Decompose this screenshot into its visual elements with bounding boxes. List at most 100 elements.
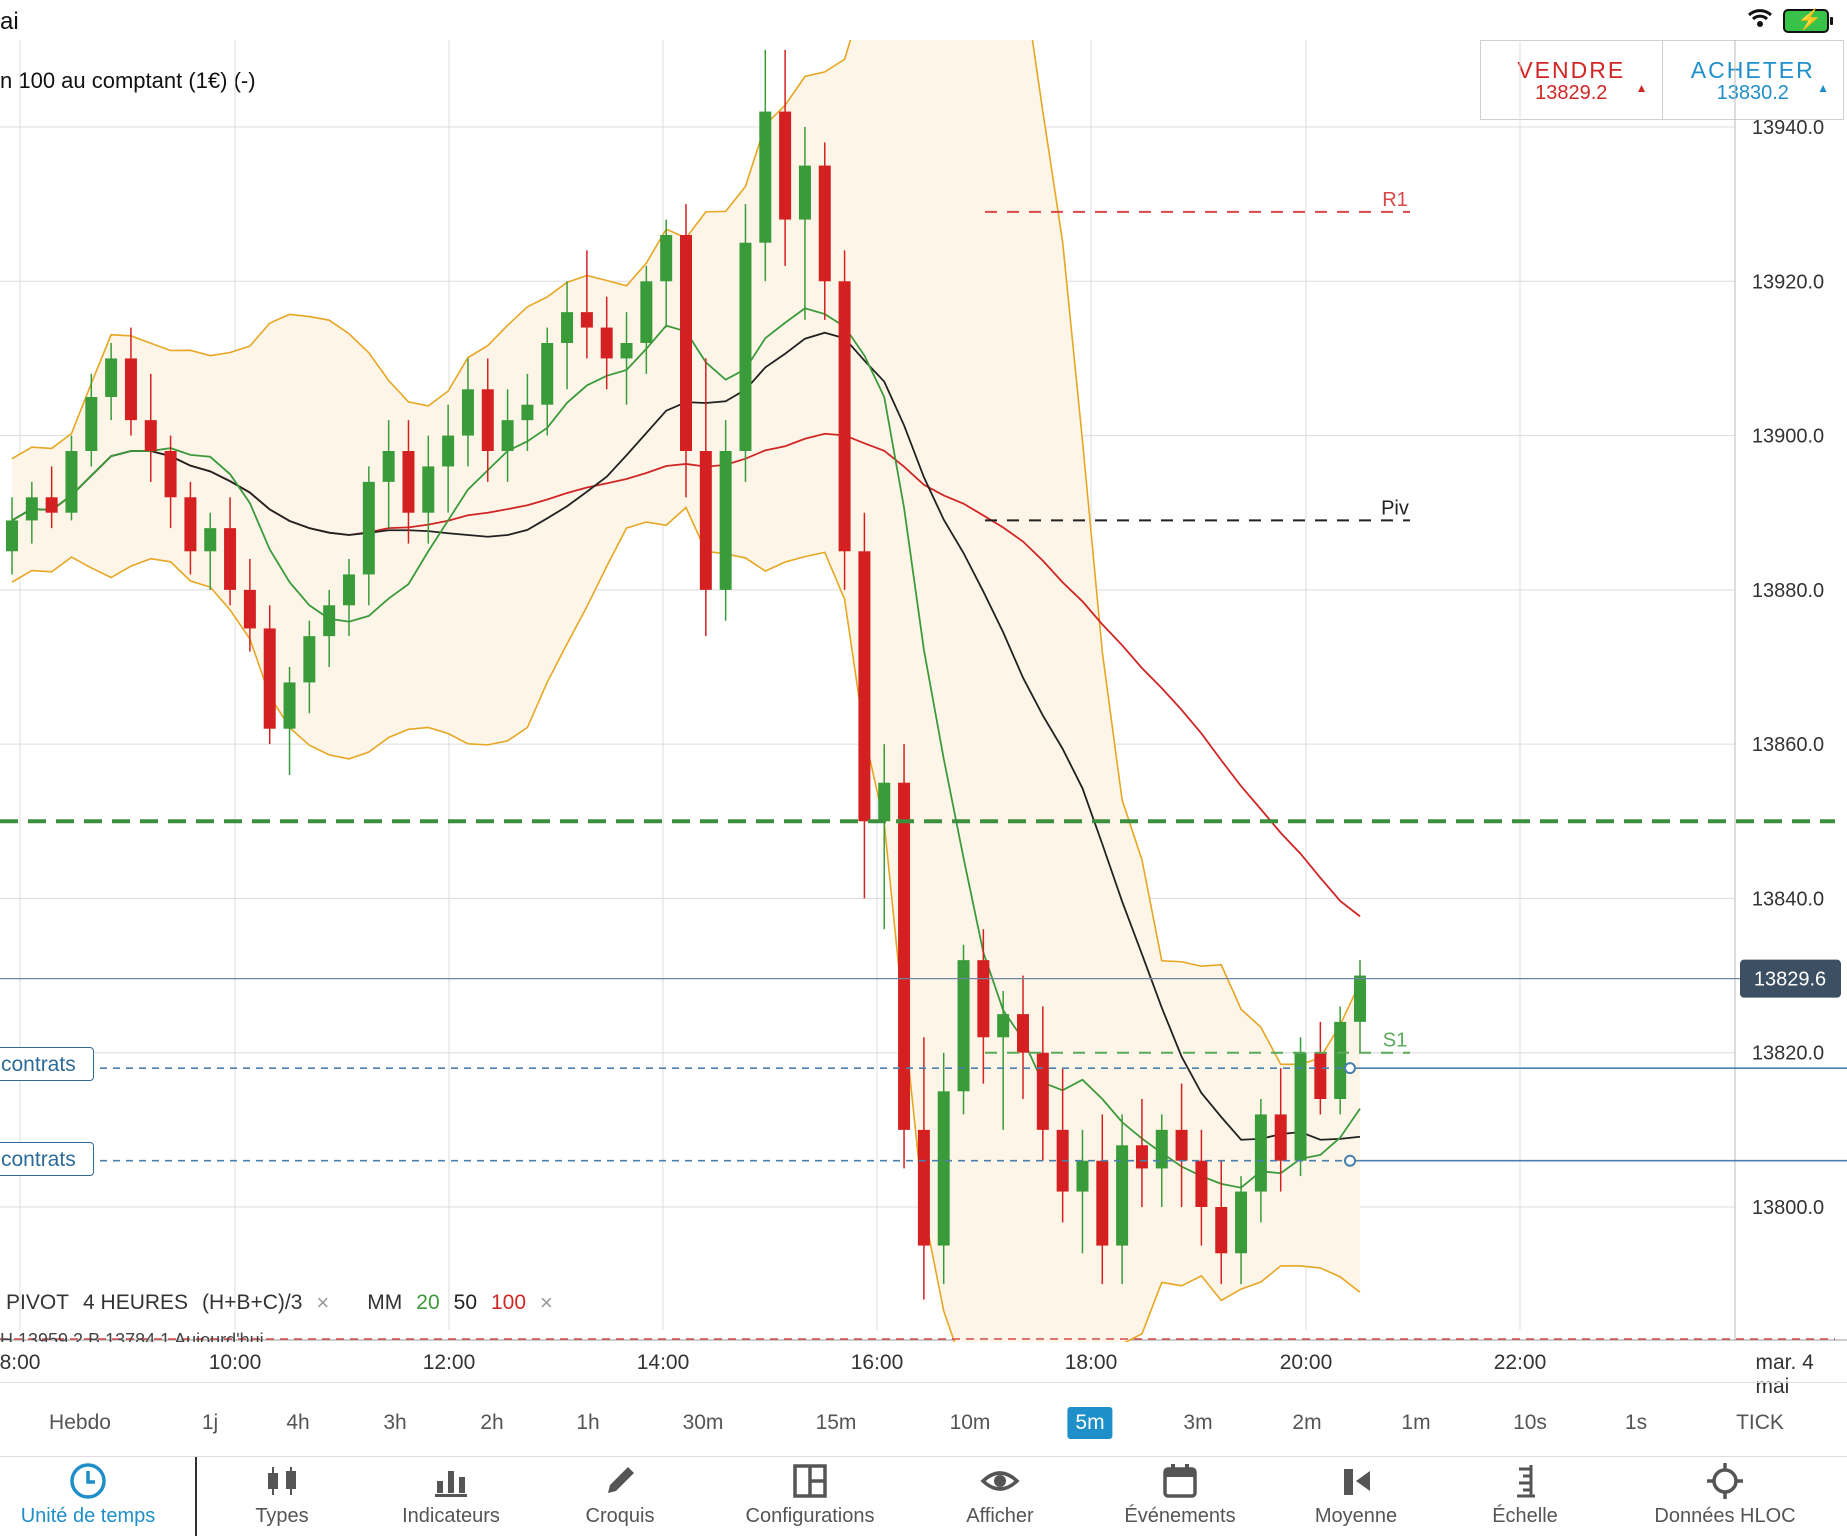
timeframe-3m[interactable]: 3m [1183,1411,1213,1434]
sell-button[interactable]: VENDRE 13829.2 ▲ [1481,41,1662,119]
tool-label: Croquis [585,1505,655,1527]
candle-body [580,312,593,328]
time-tick-label: 20:00 [1279,1351,1333,1374]
candle-body [362,481,375,575]
time-tick-label: 10:00 [208,1351,262,1374]
tool-label: Événements [1124,1505,1236,1527]
candle-body [759,111,772,243]
indicator-legend: PIVOT 4 HEURES (H+B+C)/3 × MM 20 50 100 … [6,1290,553,1316]
timeframe-15m[interactable]: 15m [815,1411,857,1434]
candle-body [620,343,633,359]
candle-body [243,589,256,629]
tool-eye[interactable]: Afficher [915,1457,1085,1537]
crosshair-icon [1640,1457,1810,1505]
pivot-formula: (H+B+C)/3 [202,1291,303,1314]
timeframe-3h[interactable]: 3h [383,1411,407,1434]
current-price-badge [1740,959,1841,998]
order-handle [1344,1062,1356,1075]
status-icons: ⚡ [1747,8,1833,34]
candle-body [798,165,811,220]
tool-label: Configurations [745,1505,875,1527]
tool-clock[interactable]: Unité de temps [3,1457,173,1537]
tool-candles[interactable]: Types [197,1457,367,1537]
candle-body [343,574,355,606]
price-tick-label: 13940.0 [1752,117,1824,139]
remove-mm-icon[interactable]: × [540,1290,553,1315]
pivot-level-label: S1 [1383,1030,1407,1052]
scale-icon [1440,1457,1610,1505]
candle-body [442,435,455,467]
timeframe-10s[interactable]: 10s [1513,1411,1547,1434]
timeframe-1s[interactable]: 1s [1624,1411,1648,1434]
pivot-label: PIVOT [6,1291,70,1314]
toolbar-divider [195,1456,197,1536]
candle-body [1076,1160,1089,1192]
timeframe-2m[interactable]: 2m [1292,1411,1322,1434]
candle-body [1274,1114,1287,1161]
order-tag-1[interactable]: contrats [0,1047,94,1081]
tool-label: Indicateurs [402,1505,500,1527]
timeframe-1j[interactable]: 1j [201,1411,219,1434]
candle-body [6,520,18,552]
price-tick-label: 13920.0 [1752,271,1824,293]
candle-body [1155,1129,1168,1169]
mm-label: MM [367,1291,403,1314]
tool-label: Unité de temps [20,1505,156,1527]
timeframe-1m[interactable]: 1m [1401,1411,1431,1434]
tool-label: Afficher [966,1505,1034,1527]
candle-body [45,497,58,513]
time-tick-label: 16:00 [850,1351,904,1374]
timeframe-10m[interactable]: 10m [949,1411,991,1434]
remove-pivot-icon[interactable]: × [316,1290,330,1315]
tool-mean[interactable]: Moyenne [1271,1457,1441,1537]
candle-body [739,242,752,451]
pivot-level-label: R1 [1382,189,1408,211]
timeframe-5m[interactable]: 5m [1067,1407,1113,1439]
calendar-icon [1095,1457,1265,1505]
candle-body [818,165,831,282]
tool-scale[interactable]: Échelle [1440,1457,1610,1537]
time-tick-label: 22:00 [1493,1351,1547,1374]
mm50-label: 50 [453,1291,477,1314]
timeframe-2h[interactable]: 2h [480,1411,504,1434]
price-tick-label: 13800.0 [1752,1197,1824,1219]
candle-body [283,682,296,729]
candle-body [858,551,871,822]
candles-icon [197,1457,367,1505]
candle-body [1175,1129,1188,1161]
candle-body [224,528,237,590]
order-tag-2[interactable]: contrats [0,1142,94,1176]
mm20-label: 20 [416,1291,440,1314]
candle-body [481,389,494,451]
timeframe-tick[interactable]: TICK [1736,1411,1784,1434]
candle-body [323,605,336,637]
candle-body [600,327,613,359]
bollinger-lower [11,506,1361,1342]
candle-body [303,636,316,683]
eye-icon [915,1457,1085,1505]
timeframe-1h[interactable]: 1h [576,1411,600,1434]
trade-panel: VENDRE 13829.2 ▲ ACHETER 13830.2 ▲ [1480,40,1844,120]
timeframe-30m[interactable]: 30m [682,1411,724,1434]
candle-body [85,397,98,451]
candle-body [461,389,474,436]
candle-body [719,451,732,590]
candle-body [1215,1207,1228,1254]
wifi-icon [1747,8,1773,34]
candle-body [1135,1145,1148,1169]
clock-icon [3,1457,173,1505]
candle-body [779,111,792,220]
tool-pencil[interactable]: Croquis [535,1457,705,1537]
pivot-level-label: Piv [1381,497,1409,519]
tool-calendar[interactable]: Événements [1095,1457,1265,1537]
timeframe-hebdo[interactable]: Hebdo [49,1411,111,1434]
candle-body [105,358,118,397]
price-chart[interactable]: 13940.0 13920.0 13900.0 13880.0 13860.0 13840… [0,40,1847,1342]
tool-bar-chart[interactable]: Indicateurs [366,1457,536,1537]
candle-body [521,404,534,421]
candle-body [1314,1052,1327,1099]
tool-crosshair[interactable]: Données HLOC [1640,1457,1810,1537]
candle-body [977,960,990,1038]
tool-layout[interactable]: Configurations [725,1457,895,1537]
timeframe-4h[interactable]: 4h [286,1411,310,1434]
